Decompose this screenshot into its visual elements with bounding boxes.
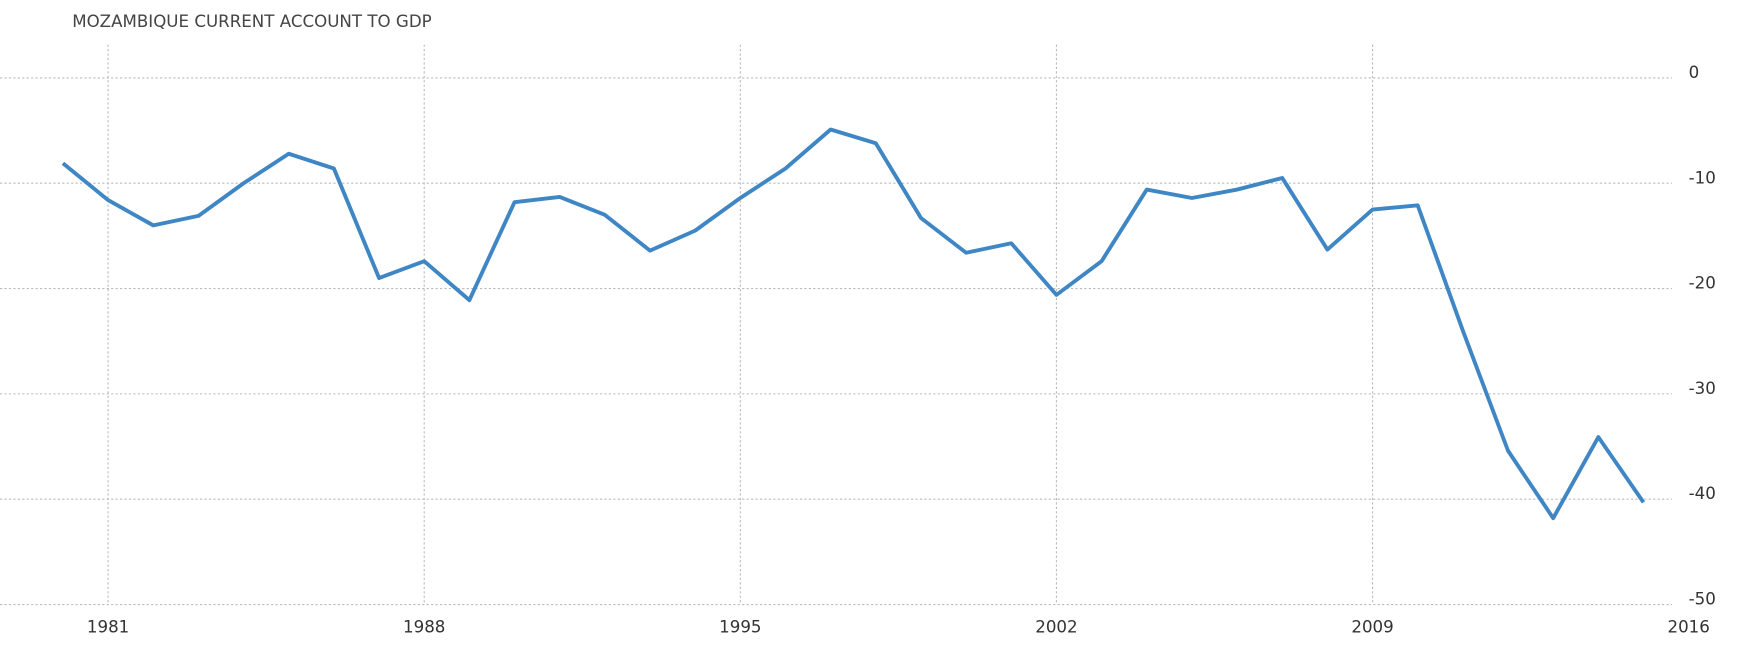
x-tick-label: 1995: [719, 617, 761, 636]
y-tick-label: -10: [1689, 168, 1716, 187]
x-tick-label: 2009: [1351, 617, 1393, 636]
x-tick-label: 1988: [403, 617, 445, 636]
y-tick-label: 0: [1689, 63, 1700, 82]
chart-title: MOZAMBIQUE CURRENT ACCOUNT TO GDP: [72, 12, 431, 31]
data-line: [61, 127, 1646, 521]
y-tick-label: -40: [1689, 484, 1716, 503]
y-tick-label: -20: [1689, 274, 1716, 293]
x-tick-label: 2016: [1667, 617, 1709, 636]
y-tick-label: -30: [1689, 379, 1716, 398]
y-tick-label: -50: [1689, 590, 1716, 609]
x-tick-label: 1981: [87, 617, 129, 636]
x-tick-label: 2002: [1035, 617, 1077, 636]
